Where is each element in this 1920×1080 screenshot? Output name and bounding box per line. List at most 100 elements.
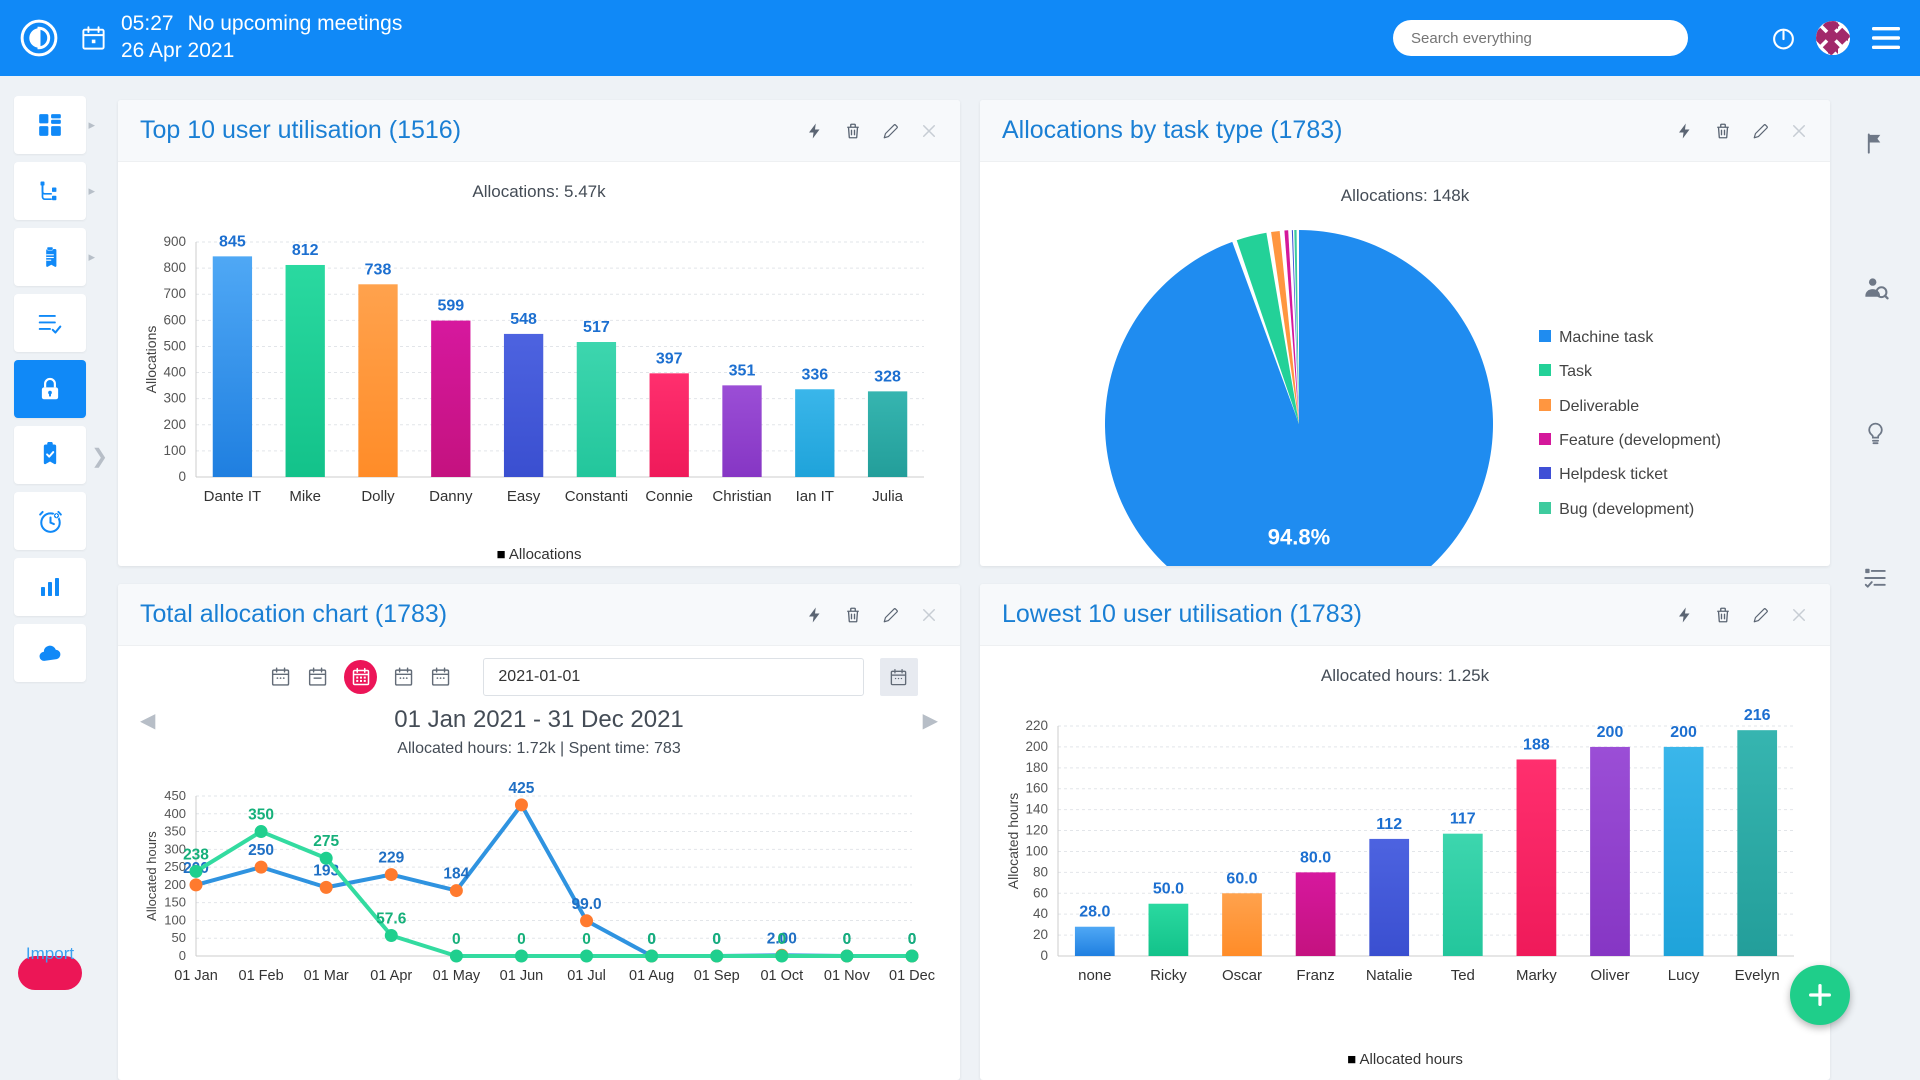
svg-text:100: 100 [163,443,186,458]
svg-text:99.0: 99.0 [571,896,601,913]
svg-text:Ted: Ted [1451,967,1475,984]
svg-text:Ricky: Ricky [1150,967,1187,984]
svg-text:216: 216 [1744,707,1771,724]
svg-text:Marky: Marky [1516,967,1557,984]
svg-text:220: 220 [1025,718,1048,733]
svg-text:200: 200 [163,417,186,432]
svg-text:600: 600 [163,312,186,327]
svg-text:800: 800 [163,260,186,275]
svg-text:Natalie: Natalie [1366,967,1413,984]
svg-text:01 Nov: 01 Nov [824,968,871,984]
svg-text:328: 328 [874,368,901,385]
svg-text:80: 80 [1033,864,1048,879]
svg-text:180: 180 [1025,760,1048,775]
svg-text:0: 0 [517,931,526,948]
svg-text:Christian: Christian [712,488,771,505]
svg-text:Ian IT: Ian IT [796,488,834,505]
svg-text:336: 336 [801,366,828,383]
svg-text:01 May: 01 May [433,968,481,984]
svg-text:140: 140 [1025,802,1048,817]
svg-text:0: 0 [452,931,461,948]
svg-text:700: 700 [163,286,186,301]
svg-text:450: 450 [164,788,186,803]
svg-text:275: 275 [313,833,339,850]
svg-text:Oliver: Oliver [1590,967,1629,984]
svg-text:188: 188 [1523,736,1550,753]
svg-text:117: 117 [1450,811,1476,828]
svg-text:599: 599 [437,298,464,315]
svg-text:Mike: Mike [289,488,321,505]
svg-text:50: 50 [172,930,186,945]
svg-text:01 Apr: 01 Apr [370,968,412,984]
svg-text:94.8%: 94.8% [1268,524,1330,549]
svg-text:20: 20 [1033,927,1048,942]
svg-text:900: 900 [163,234,186,249]
svg-text:Allocated hours: Allocated hours [1005,793,1021,890]
svg-text:200: 200 [1025,739,1048,754]
svg-text:0: 0 [582,931,591,948]
svg-text:01 Oct: 01 Oct [760,968,803,984]
svg-text:60: 60 [1033,885,1048,900]
svg-text:812: 812 [292,242,319,259]
svg-text:397: 397 [656,350,683,367]
svg-text:Oscar: Oscar [1222,967,1262,984]
svg-text:Danny: Danny [429,488,473,505]
svg-text:425: 425 [509,780,535,797]
svg-text:01 Feb: 01 Feb [239,968,284,984]
svg-text:80.0: 80.0 [1300,849,1331,866]
svg-text:Connie: Connie [645,488,693,505]
svg-text:Allocated hours: Allocated hours [144,831,159,921]
svg-text:0: 0 [178,469,186,484]
svg-text:160: 160 [1025,781,1048,796]
svg-text:184: 184 [443,866,469,883]
svg-text:100: 100 [1025,843,1048,858]
svg-text:0: 0 [843,931,852,948]
svg-text:01 Jan: 01 Jan [174,968,218,984]
svg-text:01 Jun: 01 Jun [500,968,544,984]
svg-text:0: 0 [1040,948,1048,963]
svg-text:0: 0 [712,931,721,948]
svg-text:100: 100 [164,912,186,927]
svg-text:Franz: Franz [1296,967,1334,984]
svg-text:Dante IT: Dante IT [204,488,262,505]
svg-text:01 Sep: 01 Sep [694,968,740,984]
svg-text:200: 200 [1597,724,1624,741]
svg-text:400: 400 [164,806,186,821]
svg-text:0: 0 [647,931,656,948]
svg-text:60.0: 60.0 [1226,870,1257,887]
svg-text:01 Aug: 01 Aug [629,968,674,984]
svg-text:01 Dec: 01 Dec [889,968,935,984]
svg-text:50.0: 50.0 [1153,881,1184,898]
svg-text:28.0: 28.0 [1079,904,1110,921]
svg-text:200: 200 [164,877,186,892]
svg-text:200: 200 [1670,724,1697,741]
svg-text:112: 112 [1376,816,1402,833]
svg-text:120: 120 [1025,823,1048,838]
svg-text:400: 400 [163,365,186,380]
svg-text:Easy: Easy [507,488,541,505]
svg-text:517: 517 [583,319,610,336]
svg-text:229: 229 [378,850,404,867]
svg-text:250: 250 [248,842,274,859]
svg-text:40: 40 [1033,906,1048,921]
svg-text:0: 0 [179,948,186,963]
svg-text:Evelyn: Evelyn [1735,967,1780,984]
svg-text:238: 238 [183,846,209,863]
svg-text:350: 350 [248,807,274,824]
svg-text:845: 845 [219,233,246,250]
svg-text:Lucy: Lucy [1668,967,1700,984]
svg-text:Dolly: Dolly [361,488,395,505]
svg-text:01 Jul: 01 Jul [567,968,606,984]
svg-text:0: 0 [908,931,917,948]
svg-text:Constanti: Constanti [565,488,628,505]
svg-text:01 Mar: 01 Mar [304,968,349,984]
svg-text:57.6: 57.6 [376,911,407,928]
svg-text:0: 0 [778,931,787,948]
svg-text:Allocations: Allocations [143,326,159,394]
svg-text:738: 738 [365,261,392,278]
svg-text:Julia: Julia [872,488,904,505]
svg-text:150: 150 [164,895,186,910]
svg-text:351: 351 [729,362,756,379]
svg-text:500: 500 [163,338,186,353]
svg-text:548: 548 [510,311,537,328]
